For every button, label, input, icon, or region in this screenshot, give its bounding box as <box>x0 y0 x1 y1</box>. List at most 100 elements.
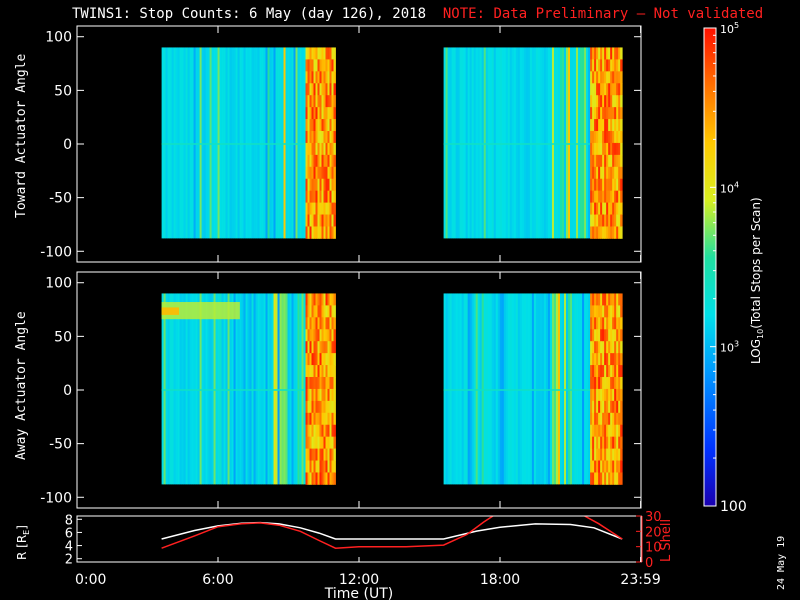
x-tick-label: 6:00 <box>202 572 233 588</box>
heatmap-cell <box>315 353 318 366</box>
heatmap-cell <box>618 353 621 366</box>
heatmap-cell <box>614 166 617 180</box>
heatmap-cell <box>329 71 332 84</box>
heatmap-cell <box>333 107 336 120</box>
heatmap-cell <box>329 412 332 426</box>
heatmap-cell <box>594 119 597 132</box>
heatmap-cell <box>327 365 330 378</box>
heatmap-cell <box>594 341 597 354</box>
heatmap-cell <box>307 365 310 378</box>
heatmap-cell <box>333 142 336 156</box>
heatmap-cell <box>331 178 334 192</box>
heatmap-cell <box>598 202 601 215</box>
heatmap-cell <box>606 472 609 485</box>
heatmap-cell <box>311 119 314 132</box>
heatmap-cell <box>598 329 601 342</box>
heatmap-cell <box>333 190 336 203</box>
y-tick-label: 100 <box>45 276 72 292</box>
heatmap-cell <box>602 317 605 330</box>
heatmap-cell <box>594 305 597 318</box>
heatmap-cell <box>327 130 330 144</box>
heatmap-cell <box>620 71 623 84</box>
heatmap-column <box>580 47 583 239</box>
heatmap-cell <box>305 142 308 156</box>
heatmap-cell <box>608 400 611 414</box>
heatmap-cell <box>313 448 316 461</box>
heatmap-cell <box>590 178 593 192</box>
heatmap-cell <box>612 448 615 461</box>
heatmap-cell <box>329 202 332 215</box>
heatmap-cell <box>594 365 597 378</box>
heatmap-cell <box>321 47 324 60</box>
heatmap-cell <box>602 388 605 402</box>
heatmap-cell <box>317 190 320 203</box>
heatmap-cell <box>590 293 593 306</box>
heatmap-cell <box>616 472 619 485</box>
heatmap-cell <box>313 166 316 180</box>
heatmap-cell <box>602 119 605 132</box>
toward-block-2 <box>443 47 623 239</box>
heatmap-cell <box>598 412 601 426</box>
heatmap-column <box>576 293 579 485</box>
heatmap-cell <box>331 190 334 203</box>
heatmap-cell <box>612 424 615 438</box>
heatmap-cell <box>618 214 621 227</box>
heatmap-cell <box>612 460 615 473</box>
heatmap-column <box>586 47 589 239</box>
heatmap-column <box>523 47 527 239</box>
heatmap-cell <box>608 226 611 239</box>
heatmap-column <box>245 293 248 485</box>
heatmap-cell <box>606 154 609 168</box>
heatmap-column <box>243 293 246 485</box>
heatmap-cell <box>309 436 312 449</box>
heatmap-column <box>259 47 262 239</box>
heatmap-cell <box>305 329 308 342</box>
heatmap-column <box>205 47 208 239</box>
heatmap-cell <box>315 178 318 192</box>
heatmap-cell <box>608 329 611 342</box>
heatmap-cell <box>592 329 595 342</box>
heatmap-column <box>501 47 505 239</box>
heatmap-cell <box>307 305 310 318</box>
heatmap-column <box>467 47 471 239</box>
heatmap-cell <box>311 448 314 461</box>
heatmap-cell <box>331 107 334 120</box>
heatmap-cell <box>315 83 318 96</box>
heatmap-cell <box>323 226 326 239</box>
zero-angle-band <box>443 389 591 391</box>
heatmap-cell <box>325 142 328 156</box>
heatmap-cell <box>620 178 623 192</box>
heatmap-cell <box>604 47 607 60</box>
heatmap-cell <box>592 71 595 84</box>
away-panel: 100 50 0 -50 -100 <box>40 271 642 509</box>
heatmap-cell <box>610 142 613 156</box>
heatmap-cell <box>594 293 597 306</box>
heatmap-cell <box>305 472 308 485</box>
heatmap-cell <box>592 388 595 402</box>
heatmap-column <box>291 47 294 239</box>
heatmap-cell <box>329 107 332 120</box>
heatmap-column <box>231 293 234 485</box>
heatmap-cell <box>307 460 310 473</box>
heatmap-cell <box>333 293 336 306</box>
heatmap-cell <box>598 293 601 306</box>
heatmap-cell <box>602 202 605 215</box>
heatmap-cell <box>307 83 310 96</box>
heatmap-cell <box>590 424 593 438</box>
heatmap-cell <box>596 412 599 426</box>
heatmap-cell <box>325 202 328 215</box>
heatmap-cell <box>313 388 316 402</box>
heatmap-column <box>209 47 212 239</box>
heatmap-column <box>469 293 473 485</box>
heatmap-cell <box>592 317 595 330</box>
heatmap-column <box>481 293 485 485</box>
y-tick-label: 0 <box>63 137 72 153</box>
heatmap-cell <box>592 166 595 180</box>
heatmap-column <box>231 47 234 239</box>
heatmap-cell <box>317 329 320 342</box>
heatmap-cell <box>325 83 328 96</box>
heatmap-cell <box>620 107 623 120</box>
heatmap-cell <box>592 460 595 473</box>
zero-angle-band <box>443 143 591 145</box>
